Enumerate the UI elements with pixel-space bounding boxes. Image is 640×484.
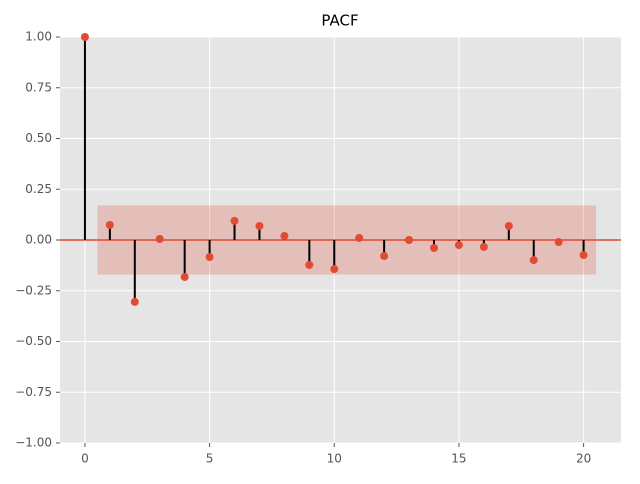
marker — [529, 256, 538, 265]
y-tick-label: 0.75 — [25, 80, 52, 94]
marker — [155, 234, 164, 243]
chart-title: PACF — [321, 12, 358, 30]
marker — [405, 236, 414, 244]
marker — [430, 243, 438, 252]
marker — [380, 252, 389, 261]
x-tick-label: 10 — [327, 452, 342, 466]
marker — [255, 221, 264, 230]
x-tick-label: 5 — [206, 452, 214, 466]
marker — [80, 33, 89, 41]
marker — [130, 297, 139, 306]
x-tick-label: 0 — [81, 452, 89, 466]
x-tick-label: 20 — [576, 452, 591, 466]
marker — [330, 265, 339, 274]
y-tick-label: −0.25 — [15, 283, 52, 297]
y-tick-label: 0.50 — [25, 131, 52, 145]
marker — [180, 272, 189, 281]
marker — [504, 221, 513, 230]
marker — [479, 242, 488, 251]
marker — [454, 241, 463, 250]
marker — [105, 220, 114, 229]
marker — [280, 231, 289, 240]
y-tick-label: 0.00 — [25, 233, 52, 247]
marker — [554, 238, 563, 247]
y-tick-label: −0.50 — [15, 334, 52, 348]
marker — [579, 251, 588, 260]
x-tick-label: 15 — [451, 452, 466, 466]
marker — [230, 216, 239, 225]
y-tick-label: −1.00 — [15, 436, 52, 450]
marker — [305, 260, 314, 269]
marker — [355, 233, 364, 242]
y-tick-label: 1.00 — [25, 30, 52, 44]
y-tick-label: −0.75 — [15, 385, 52, 399]
marker — [205, 253, 214, 262]
y-tick-label: 0.25 — [25, 182, 52, 196]
